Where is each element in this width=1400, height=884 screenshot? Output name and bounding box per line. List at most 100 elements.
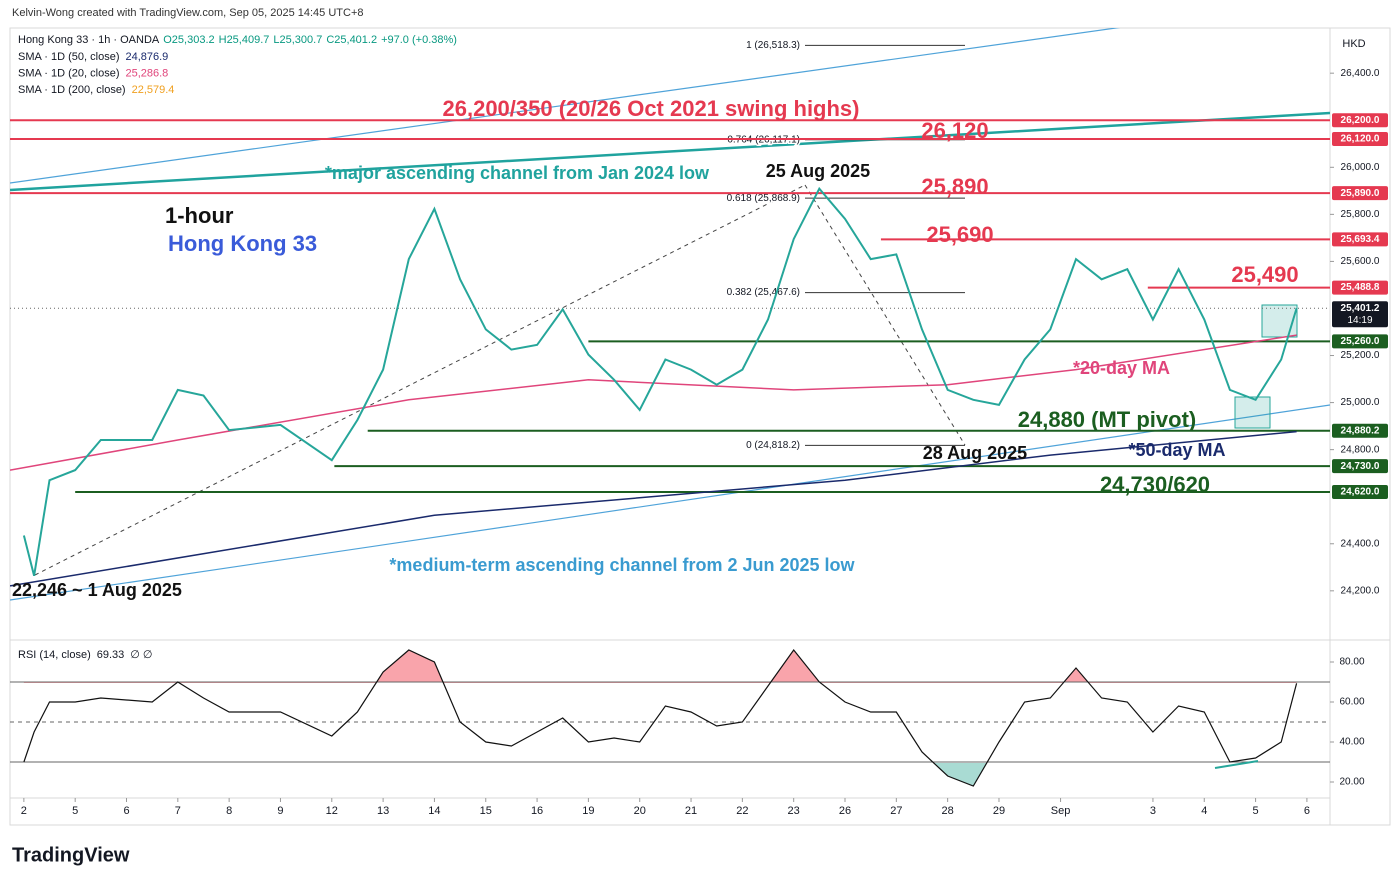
low: L25,300.7 — [273, 34, 322, 46]
fib-trend — [804, 184, 966, 446]
symbol: Hong Kong 33 · 1h · OANDA — [18, 34, 160, 46]
level-label: 26,120.0 — [1341, 134, 1380, 145]
channel-line — [10, 404, 1330, 601]
last-price-box — [1332, 301, 1388, 328]
rsi-oversold-fill — [933, 763, 987, 786]
annotation: *medium-term ascending channel from 2 Ju… — [389, 555, 855, 575]
rsi-value: 69.33 — [97, 649, 125, 661]
x-tick-label: 21 — [685, 805, 697, 817]
symbol-legend: Hong Kong 33 · 1h · OANDA O25,303.2 H25,40… — [18, 34, 457, 46]
x-tick-label: 3 — [1150, 805, 1156, 817]
x-tick-label: Sep — [1051, 805, 1071, 817]
x-tick-label: 5 — [72, 805, 78, 817]
level-label: 26,200.0 — [1341, 115, 1380, 126]
price-plot: 1 (26,518.3)0.764 (26,117.1)0.618 (25,86… — [10, 38, 1330, 587]
last-price-label: 25,401.2 — [1341, 303, 1380, 314]
rsi-legend: RSI (14, close) 69.33 ∅ ∅ — [18, 649, 153, 661]
drawings — [10, 28, 1330, 601]
annotation: 26,200/350 (20/26 Oct 2021 swing highs) — [443, 96, 860, 121]
fib-label: 0.382 (25,467.6) — [727, 287, 800, 298]
indicator-value: 25,286.8 — [125, 67, 168, 79]
annotations: 26,200/350 (20/26 Oct 2021 swing highs) … — [12, 96, 1299, 600]
level-box — [1332, 485, 1388, 499]
x-tick-label: 28 — [942, 805, 954, 817]
indicator-name: SMA · 1D (200, close) — [18, 84, 126, 96]
y-tick-label: 26,400.0 — [1341, 68, 1380, 79]
indicator-name: SMA · 1D (20, close) — [18, 67, 119, 79]
level-box — [1332, 459, 1388, 474]
series-line — [10, 334, 1297, 471]
x-tick-label: 27 — [890, 805, 902, 817]
indicator-value: 24,876.9 — [125, 51, 168, 63]
level-box — [1332, 186, 1388, 201]
rsi-suffix: ∅ ∅ — [130, 649, 152, 661]
y-tick-label: 24,400.0 — [1341, 538, 1380, 549]
rsi-overbought-fill — [23, 650, 1297, 683]
x-tick-label: 4 — [1201, 805, 1207, 817]
x-tick-label: 2 — [21, 805, 27, 817]
level-label: 24,880.2 — [1341, 425, 1380, 436]
change: +97.0 (+0.38%) — [381, 34, 457, 46]
x-tick-label: 9 — [277, 805, 283, 817]
x-tick-label: 22 — [736, 805, 748, 817]
level-box — [1332, 334, 1388, 349]
x-tick-label: 5 — [1253, 805, 1259, 817]
annotation: Hong Kong 33 — [168, 231, 317, 256]
rsi-divergence — [1214, 760, 1259, 769]
annotation: 24,730/620 — [1100, 472, 1210, 497]
level-label: 25,488.8 — [1341, 282, 1380, 293]
x-tick-label: 8 — [226, 805, 232, 817]
annotation: 25,890 — [921, 174, 988, 199]
fib-trend — [34, 184, 806, 576]
open: O25,303.2 — [163, 34, 214, 46]
annotation: 24,880 (MT pivot) — [1018, 407, 1196, 432]
series-line — [10, 430, 1297, 587]
frame — [9, 27, 1391, 826]
credit: Kelvin-Wong created with TradingView.com… — [12, 7, 364, 19]
annotation: 25,490 — [1231, 262, 1298, 287]
y-tick-label: 25,800.0 — [1341, 209, 1380, 220]
annotation: 1-hour — [165, 203, 234, 228]
highlight-box — [1234, 396, 1271, 429]
currency: HKD — [1342, 38, 1365, 50]
y-tick-label: 25,600.0 — [1341, 256, 1380, 267]
level-box — [1332, 113, 1388, 128]
level-box — [1332, 280, 1388, 295]
x-tick-label: 26 — [839, 805, 851, 817]
rsi-title: RSI (14, close) — [18, 649, 91, 661]
y-tick-label: 40.00 — [1339, 737, 1364, 748]
countdown: 14:19 — [1347, 315, 1372, 326]
fib-label: 0 (24,818.2) — [746, 440, 800, 451]
level-label: 25,260.0 — [1341, 336, 1380, 347]
series-line — [23, 649, 1298, 787]
y-tick-label: 60.00 — [1339, 697, 1364, 708]
y-tick-label: 20.00 — [1339, 777, 1364, 788]
close: C25,401.2 — [326, 34, 377, 46]
level-label: 24,730.0 — [1341, 461, 1380, 472]
x-tick-label: 14 — [428, 805, 440, 817]
annotation: 22,246 ~ 1 Aug 2025 — [12, 580, 182, 600]
indicator-legend: SMA · 1D (20, close) 25,286.8 — [18, 67, 168, 79]
level-box — [1332, 423, 1388, 438]
annotation: 28 Aug 2025 — [923, 443, 1027, 463]
level-label: 24,620.0 — [1341, 487, 1380, 498]
annotation: *20-day MA — [1073, 358, 1170, 378]
annotation: *major ascending channel from Jan 2024 l… — [325, 163, 710, 183]
channel-line — [10, 111, 1330, 192]
brand: TradingView — [12, 844, 130, 866]
level-box — [1332, 232, 1388, 247]
indicator-value: 22,579.4 — [132, 84, 175, 96]
x-tick-label: 12 — [326, 805, 338, 817]
indicator-name: SMA · 1D (50, close) — [18, 51, 119, 63]
high: H25,409.7 — [219, 34, 270, 46]
indicator-legend: SMA · 1D (50, close) 24,876.9 — [18, 51, 168, 63]
x-tick-label: 6 — [1304, 805, 1310, 817]
fib-label: 1 (26,518.3) — [746, 40, 800, 51]
annotation: 25,690 — [926, 222, 993, 247]
channel-line — [10, 28, 1121, 184]
level-label: 25,890.0 — [1341, 188, 1380, 199]
y-tick-label: 24,200.0 — [1341, 585, 1380, 596]
x-tick-label: 15 — [480, 805, 492, 817]
